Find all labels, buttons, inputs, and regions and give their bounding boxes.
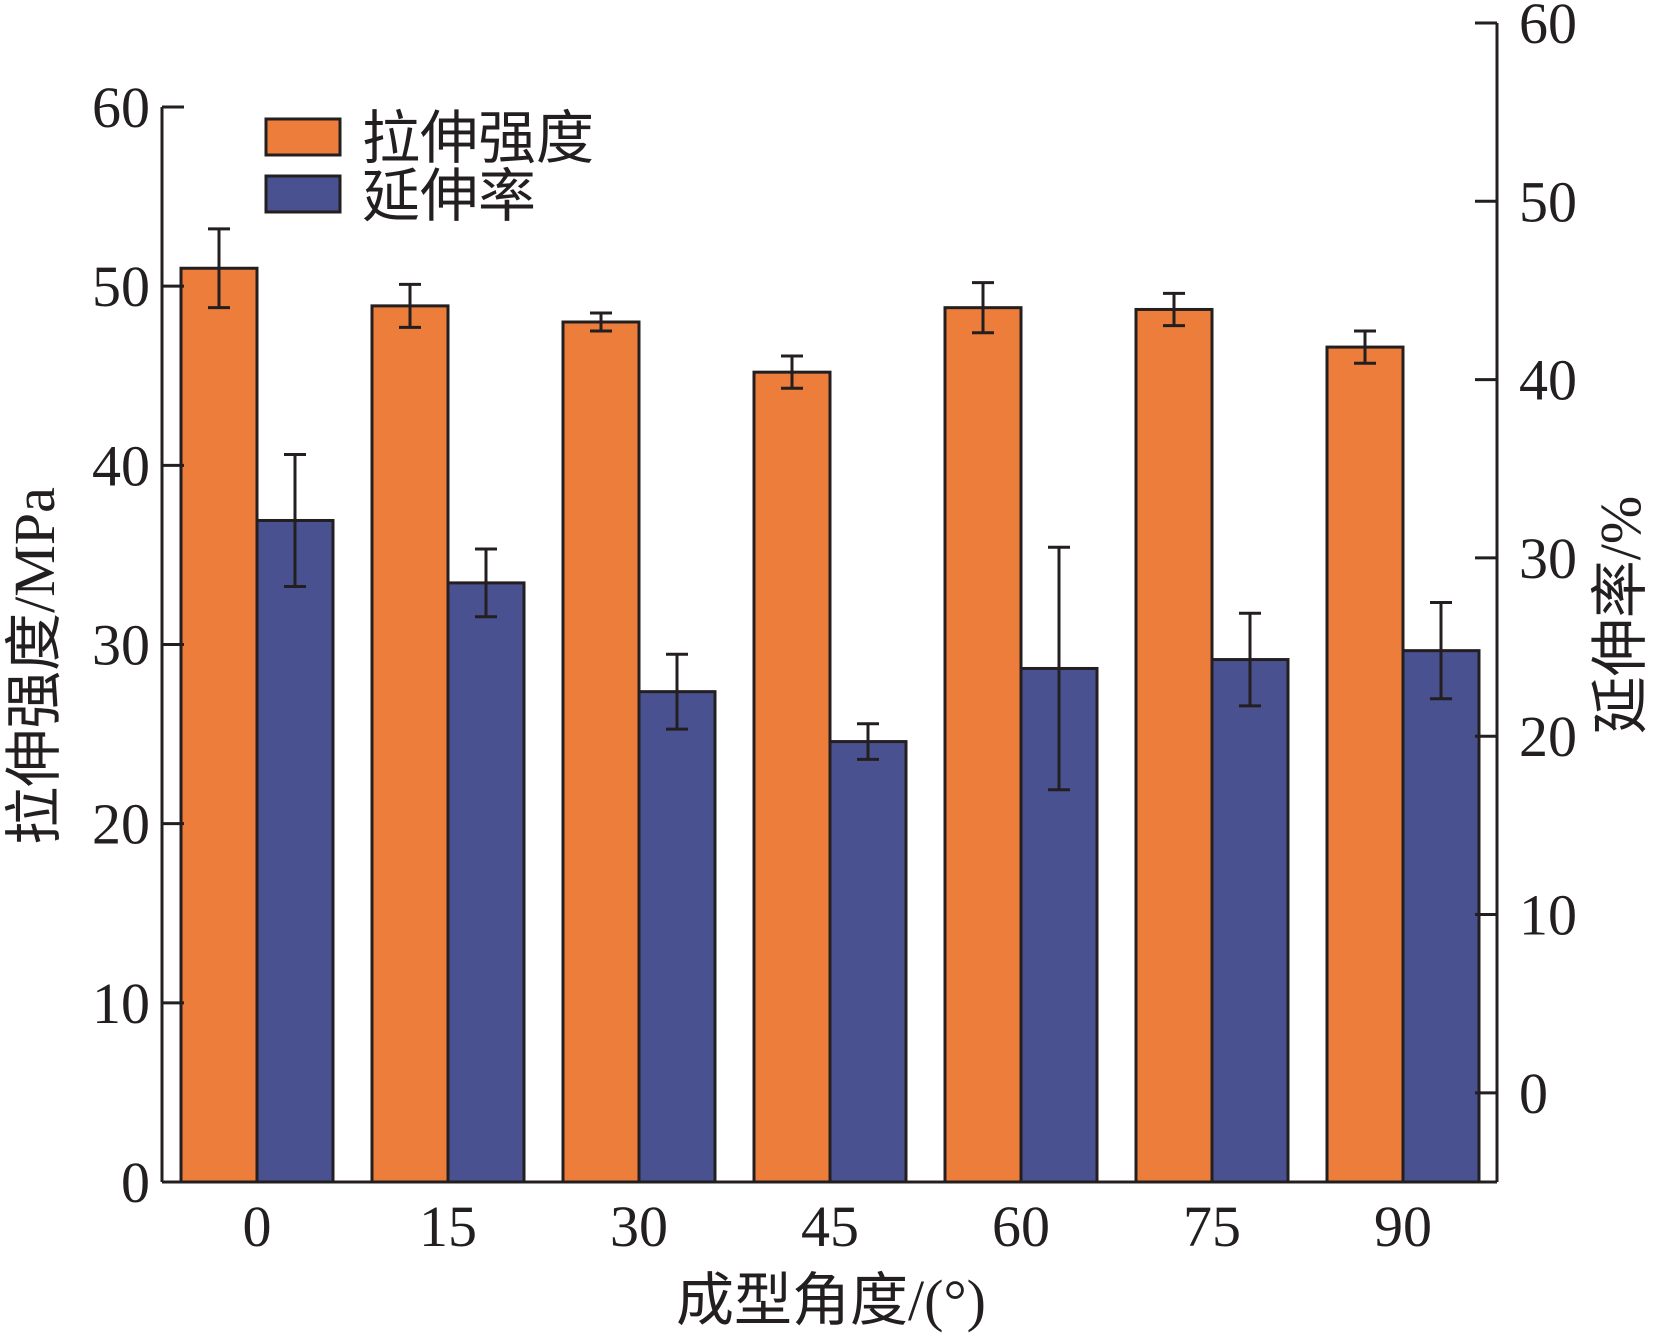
right-y-tick-label: 30	[1519, 526, 1577, 591]
axes-layer: 0 10 20 30 40 50 60 0 10 20 30 40 50 60 0 15 30 45 60 75 90	[92, 0, 1577, 1259]
x-tick-label: 0	[243, 1194, 272, 1259]
left-y-tick-label: 50	[92, 254, 150, 319]
left-y-tick-label: 20	[92, 792, 150, 857]
right-y-tick-label: 60	[1519, 0, 1577, 56]
x-tick-label: 30	[610, 1194, 668, 1259]
left-y-axis-title: 拉伸强度/MPa	[2, 487, 67, 845]
right-y-tick-label: 20	[1519, 704, 1577, 769]
bar-tensile-strength	[1325, 345, 1405, 1184]
left-y-tick-label: 40	[92, 433, 150, 498]
x-tick-label: 15	[419, 1194, 477, 1259]
bar-tensile-strength	[752, 370, 832, 1184]
bar-elongation	[1401, 649, 1481, 1184]
legend-label-elongation: 延伸率	[362, 164, 536, 229]
left-y-tick-label: 60	[92, 75, 150, 140]
bar-tensile-strength	[943, 306, 1023, 1184]
legend-swatch-tensile-strength	[264, 117, 342, 157]
right-y-tick-label: 10	[1519, 883, 1577, 948]
bar-elongation	[1019, 666, 1099, 1184]
bar-elongation	[446, 581, 526, 1184]
bar-elongation	[255, 518, 335, 1184]
left-y-tick-label: 10	[92, 971, 150, 1036]
legend: 拉伸强度 延伸率	[264, 106, 594, 229]
right-y-tick-label: 40	[1519, 348, 1577, 413]
bar-elongation	[637, 690, 717, 1184]
x-tick-label: 75	[1183, 1194, 1241, 1259]
x-tick-label: 45	[801, 1194, 859, 1259]
bar-elongation	[828, 740, 908, 1184]
right-y-tick-label: 0	[1519, 1061, 1548, 1126]
legend-label-tensile-strength: 拉伸强度	[362, 106, 594, 171]
bar-tensile-strength	[370, 304, 450, 1184]
x-tick-label: 90	[1374, 1194, 1432, 1259]
right-y-tick-label: 50	[1519, 169, 1577, 234]
right-y-axis-title: 延伸率/%	[1588, 496, 1653, 734]
x-tick-label: 60	[992, 1194, 1050, 1259]
left-y-tick-label: 30	[92, 613, 150, 678]
bar-tensile-strength	[179, 266, 259, 1184]
bar-tensile-strength	[1134, 307, 1214, 1184]
bars-layer	[179, 227, 1481, 1184]
bar-tensile-strength	[561, 320, 641, 1184]
bar-elongation	[1210, 658, 1290, 1184]
legend-swatch-elongation	[264, 174, 342, 214]
x-axis-title: 成型角度/(°)	[676, 1268, 986, 1333]
left-y-tick-label: 0	[121, 1150, 150, 1215]
